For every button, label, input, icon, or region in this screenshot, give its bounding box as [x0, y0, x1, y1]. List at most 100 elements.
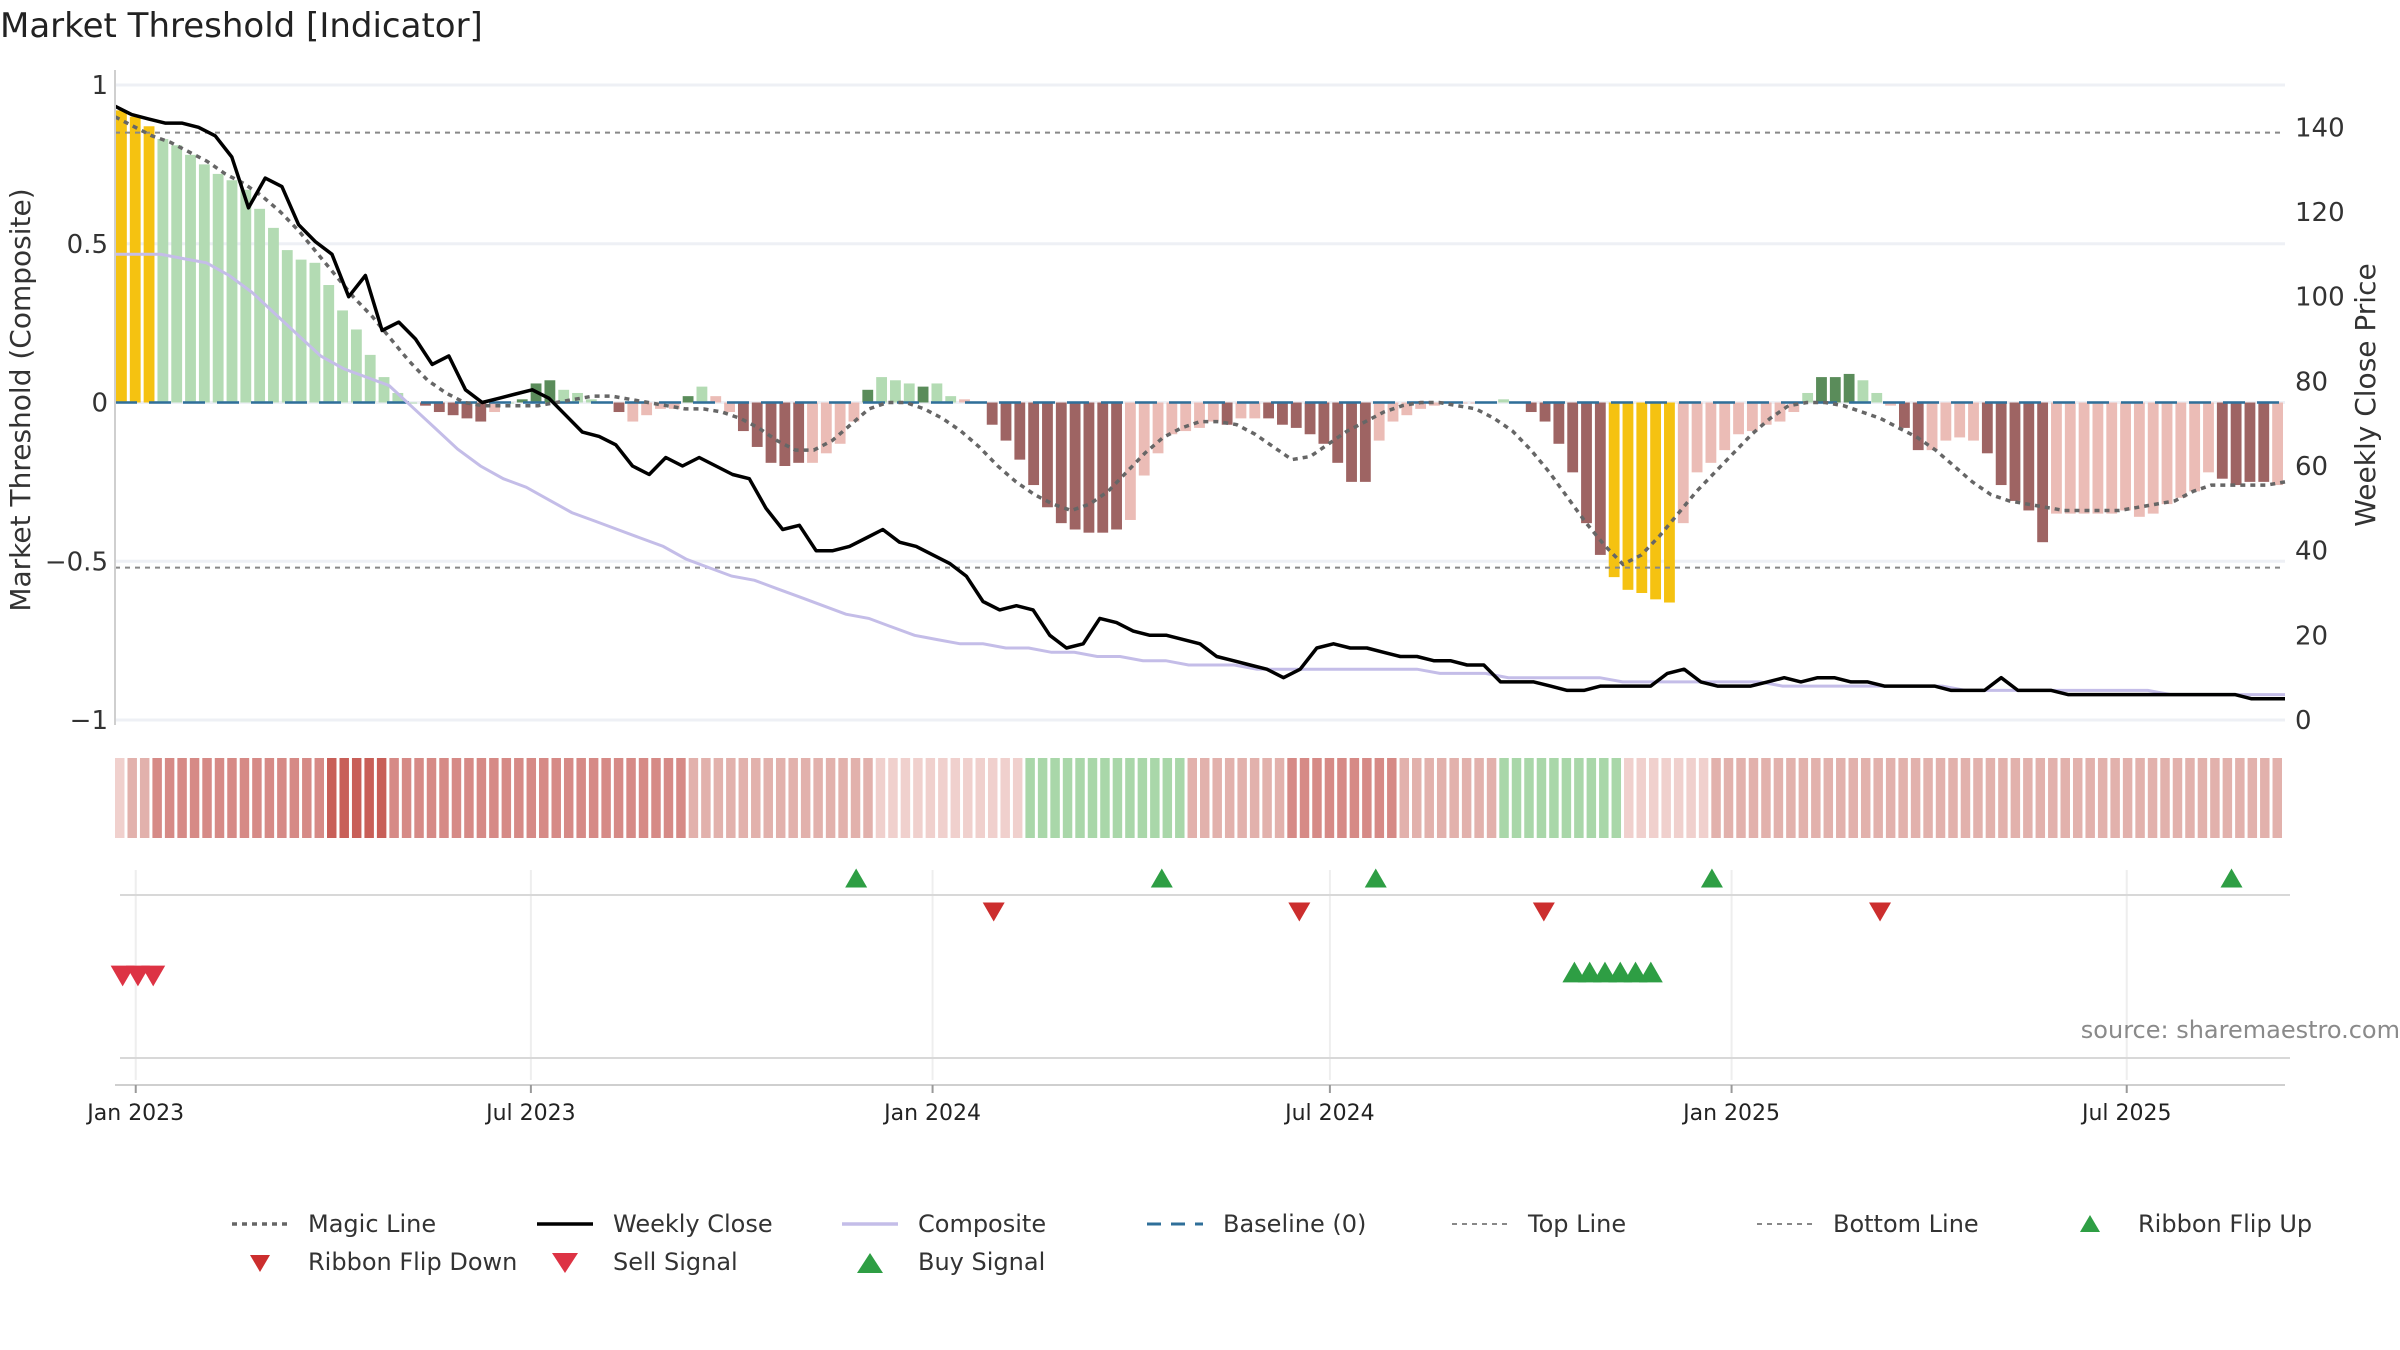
ribbon-cell: [1848, 758, 1858, 838]
legend-label: Sell Signal: [613, 1248, 738, 1276]
ribbon-cell: [1436, 758, 1447, 838]
threshold-bars-layer: [116, 110, 2283, 603]
threshold-bar: [1691, 402, 1703, 473]
sell-signal-marker: [125, 965, 150, 987]
threshold-bar: [1581, 402, 1592, 524]
threshold-bar: [1843, 373, 1855, 403]
threshold-bar: [2133, 402, 2145, 517]
threshold-bar: [1318, 402, 1330, 444]
threshold-bar: [1746, 402, 1758, 432]
threshold-bar: [1194, 402, 1205, 428]
threshold-bar: [475, 402, 487, 422]
ribbon-cell: [1150, 758, 1160, 838]
threshold-bar: [724, 402, 735, 413]
weekly-close-line: [114, 104, 2285, 701]
threshold-bar: [1622, 402, 1634, 590]
threshold-bar: [2120, 402, 2131, 511]
threshold-bar: [613, 402, 625, 413]
ribbon-cell: [775, 758, 786, 838]
ribbon-cell: [426, 758, 437, 838]
ribbon-cell: [2122, 758, 2133, 838]
ribbon-cell: [1935, 758, 1946, 838]
ribbon-cell: [1399, 758, 1410, 838]
ribbon-flip-down-marker: [1288, 902, 1311, 922]
ribbon-cell: [1599, 758, 1609, 838]
ribbon-cell: [1349, 758, 1360, 838]
ribbon-cell: [713, 758, 724, 838]
ribbon-cell: [514, 758, 524, 838]
threshold-bar: [2092, 402, 2104, 514]
signals-layer: [110, 868, 2243, 987]
threshold-bar: [2147, 402, 2159, 514]
ribbon-cell: [1786, 758, 1796, 838]
top-line-legend-icon: [1452, 1223, 1508, 1225]
ribbon-cell: [1200, 758, 1210, 838]
ribbon-cell: [177, 758, 187, 838]
ribbon-cell: [501, 758, 512, 838]
ribbon-cell: [900, 758, 911, 838]
y-tick-right: 0: [2295, 706, 2312, 736]
market-threshold-chart: 1 0.5 0 −0.5 −1 0 20 40 60 80 100 120 140 Jan 2023 Jul…: [4, 70, 2382, 1126]
threshold-bar: [129, 116, 141, 403]
x-tick-label: Jan 2025: [1681, 1101, 1780, 1126]
threshold-bar: [1346, 402, 1357, 482]
threshold-bar: [171, 145, 183, 403]
y-tick-left: −0.5: [45, 547, 108, 577]
threshold-bar: [779, 402, 791, 466]
ribbon-cell: [2048, 758, 2058, 838]
ribbon-cell: [1100, 758, 1110, 838]
ribbon-cell: [489, 758, 499, 838]
ribbon-cell: [913, 758, 923, 838]
ribbon-cell: [1736, 758, 1746, 838]
threshold-bar: [226, 180, 238, 403]
threshold-bar: [2230, 402, 2242, 486]
ribbon-cell: [2235, 758, 2245, 838]
ribbon-cell: [1262, 758, 1272, 838]
ribbon-cell: [751, 758, 761, 838]
ribbon-flip-up-marker: [2220, 868, 2243, 888]
legend-item-bottom-line: Bottom Line: [1755, 1210, 1979, 1238]
ribbon-cell: [1673, 758, 1684, 838]
threshold-bar: [2244, 402, 2256, 482]
y-tick-left: 0.5: [67, 230, 108, 260]
y-tick-left: 1: [91, 71, 108, 101]
ribbon-cell: [1723, 758, 1734, 838]
threshold-bar: [1525, 402, 1537, 413]
threshold-bar: [1539, 402, 1551, 422]
ribbon-cell: [1274, 758, 1285, 838]
y-tick-right: 40: [2295, 537, 2328, 567]
ribbon-cell: [164, 758, 175, 838]
threshold-bar: [986, 402, 998, 425]
threshold-bar: [862, 389, 874, 403]
ribbon-cell: [1187, 758, 1197, 838]
composite-legend-icon: [842, 1222, 898, 1226]
ribbon-cell: [726, 758, 736, 838]
ribbon-cell: [2147, 758, 2158, 838]
threshold-bar: [1705, 402, 1717, 463]
magic-line: [114, 115, 2286, 567]
buy-signal-marker: [1592, 961, 1617, 983]
threshold-bar: [1235, 402, 1247, 419]
threshold-bar: [558, 389, 570, 403]
ribbon-cell: [1798, 758, 1809, 838]
y-axis-label-left: Market Threshold (Composite): [4, 188, 37, 611]
ribbon-cell: [451, 758, 462, 838]
ribbon-cell: [1499, 758, 1509, 838]
ribbon-cell: [2110, 758, 2120, 838]
threshold-bar: [1898, 402, 1910, 428]
threshold-bar: [1760, 402, 1772, 425]
ribbon-cell: [1910, 758, 1921, 838]
ribbon-cell: [2172, 758, 2183, 838]
ribbon-cell: [264, 758, 275, 838]
threshold-bar: [1498, 399, 1509, 403]
ribbon-cell: [576, 758, 586, 838]
threshold-bar: [765, 402, 777, 463]
threshold-bar: [337, 310, 348, 403]
threshold-bar: [2161, 402, 2173, 505]
threshold-bar: [1415, 402, 1427, 409]
threshold-bar: [641, 402, 653, 416]
ribbon-cell: [601, 758, 611, 838]
ribbon-cell: [1000, 758, 1010, 838]
x-tick-label: Jan 2023: [85, 1101, 184, 1126]
ribbon-cell: [1898, 758, 1908, 838]
